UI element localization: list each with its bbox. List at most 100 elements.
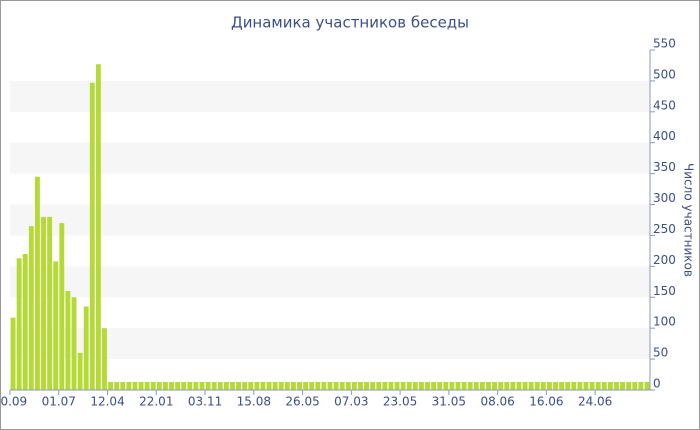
- bar: [193, 381, 199, 390]
- x-tick-label: 24.06: [578, 395, 612, 409]
- bar: [400, 381, 406, 390]
- bar: [242, 381, 248, 390]
- chart-title: Динамика участников беседы: [231, 14, 469, 32]
- y-tick-label: 300: [653, 191, 676, 205]
- x-tick-label: 07.03: [334, 395, 368, 409]
- y-tick-label: 100: [653, 315, 676, 329]
- bar: [327, 381, 333, 390]
- bar: [626, 381, 632, 390]
- bar: [382, 381, 388, 390]
- bar: [211, 381, 217, 390]
- bar: [467, 381, 473, 390]
- x-tick-label: 20.09: [0, 395, 27, 409]
- bar: [126, 381, 132, 390]
- bar: [571, 381, 577, 390]
- bar: [16, 258, 22, 390]
- bar: [205, 381, 211, 390]
- bar: [77, 352, 83, 390]
- x-tick-label: 15.08: [237, 395, 271, 409]
- bar: [230, 381, 235, 390]
- bar: [59, 223, 65, 390]
- y-tick-label: 550: [653, 37, 676, 51]
- bar: [546, 381, 552, 390]
- bar: [162, 381, 168, 390]
- bar: [321, 381, 327, 390]
- bar: [510, 381, 516, 390]
- bar: [144, 381, 150, 390]
- x-tick-label: 03.11: [188, 395, 222, 409]
- bar: [315, 381, 321, 390]
- bar: [34, 176, 40, 390]
- bar: [394, 381, 400, 390]
- bar: [260, 381, 266, 390]
- bar: [620, 381, 626, 390]
- bar: [534, 381, 540, 390]
- bar: [89, 82, 95, 390]
- bar: [412, 381, 418, 390]
- bar: [516, 381, 522, 390]
- bar: [266, 381, 272, 390]
- bar: [431, 381, 437, 390]
- bar: [644, 381, 650, 390]
- bar: [486, 381, 491, 390]
- bar: [83, 306, 89, 390]
- bar: [254, 381, 260, 390]
- bar: [565, 381, 571, 390]
- grid-band: [10, 142, 650, 174]
- bar: [333, 381, 339, 390]
- bar: [449, 381, 455, 390]
- y-tick-label: 200: [653, 253, 676, 267]
- bar: [614, 381, 619, 390]
- bar: [455, 381, 461, 390]
- bar: [217, 381, 223, 390]
- bar: [132, 381, 138, 390]
- bar: [473, 381, 479, 390]
- bar: [181, 381, 187, 390]
- bar: [248, 381, 254, 390]
- bar: [175, 381, 181, 390]
- y-tick-label: 250: [653, 222, 676, 236]
- bar: [528, 381, 534, 390]
- x-tick-label: 12.04: [90, 395, 124, 409]
- bar: [406, 381, 412, 390]
- bar: [278, 381, 284, 390]
- bar: [65, 291, 71, 390]
- bar: [638, 381, 644, 390]
- bar: [345, 381, 351, 390]
- bar: [376, 381, 382, 390]
- y-tick-label: 0: [653, 377, 661, 391]
- x-tick-label: 01.07: [42, 395, 76, 409]
- bar: [479, 381, 485, 390]
- bar: [114, 381, 120, 390]
- bar: [364, 381, 370, 390]
- bar: [370, 381, 376, 390]
- bar: [632, 381, 638, 390]
- bar: [303, 381, 309, 390]
- bar: [388, 381, 394, 390]
- bar: [522, 381, 528, 390]
- bar: [358, 381, 363, 390]
- bar: [418, 381, 424, 390]
- bar: [601, 381, 607, 390]
- bar: [236, 381, 242, 390]
- bar: [492, 381, 498, 390]
- bar: [309, 381, 315, 390]
- bar: [108, 381, 114, 390]
- bar: [47, 216, 53, 390]
- bar: [577, 381, 583, 390]
- grid-band: [10, 204, 650, 236]
- bar: [71, 297, 77, 390]
- x-tick-label: 26.05: [285, 395, 319, 409]
- bar: [559, 381, 565, 390]
- bar: [553, 381, 558, 390]
- bar: [95, 64, 101, 390]
- bar: [22, 254, 28, 390]
- bar: [272, 381, 278, 390]
- bar: [595, 381, 601, 390]
- bar: [540, 381, 546, 390]
- x-tick-label: 22.01: [139, 395, 173, 409]
- bar: [199, 381, 205, 390]
- bar: [28, 226, 34, 390]
- y-axis-title: Число участников: [682, 163, 696, 277]
